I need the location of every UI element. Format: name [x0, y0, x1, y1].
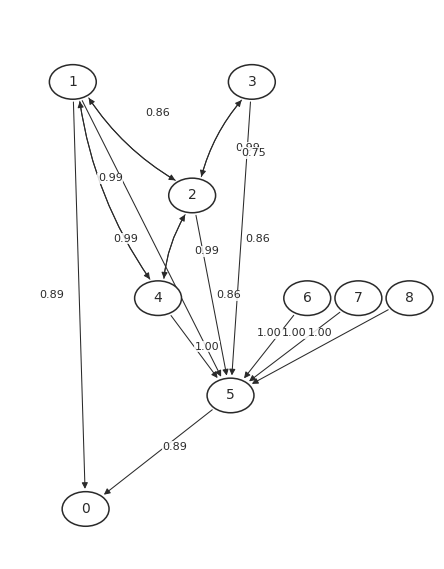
Text: 0.86: 0.86 [216, 290, 241, 300]
FancyArrowPatch shape [89, 98, 174, 180]
Text: 4: 4 [154, 291, 163, 305]
FancyArrowPatch shape [245, 315, 294, 377]
Ellipse shape [335, 281, 382, 315]
Text: 0.99: 0.99 [194, 246, 219, 257]
Text: 0.89: 0.89 [39, 290, 64, 300]
Text: 0.99: 0.99 [98, 174, 123, 183]
Ellipse shape [386, 281, 433, 315]
Text: 0.99: 0.99 [235, 143, 260, 152]
Text: 1.00: 1.00 [257, 328, 281, 339]
Text: 1: 1 [68, 75, 77, 89]
Text: 1.00: 1.00 [195, 342, 219, 352]
FancyArrowPatch shape [105, 410, 212, 494]
Text: 2: 2 [188, 188, 197, 203]
Ellipse shape [135, 281, 182, 315]
FancyArrowPatch shape [89, 99, 175, 180]
Ellipse shape [169, 178, 216, 213]
FancyArrowPatch shape [162, 215, 185, 278]
Text: 1.00: 1.00 [308, 328, 333, 339]
Text: 0: 0 [81, 502, 90, 516]
Text: 0.86: 0.86 [145, 108, 170, 118]
FancyArrowPatch shape [253, 310, 388, 384]
FancyArrowPatch shape [250, 312, 340, 381]
FancyArrowPatch shape [171, 316, 217, 377]
FancyArrowPatch shape [201, 100, 242, 175]
Text: 6: 6 [303, 291, 312, 305]
Text: 0.89: 0.89 [163, 442, 187, 452]
Text: 7: 7 [354, 291, 363, 305]
Text: 0.86: 0.86 [245, 234, 270, 244]
Text: 0.99: 0.99 [114, 234, 139, 244]
Ellipse shape [49, 65, 96, 99]
FancyArrowPatch shape [201, 101, 241, 176]
FancyArrowPatch shape [164, 216, 185, 279]
Text: 3: 3 [247, 75, 256, 89]
FancyArrowPatch shape [73, 102, 87, 488]
Text: 5: 5 [226, 389, 235, 402]
FancyArrowPatch shape [82, 101, 221, 376]
Ellipse shape [284, 281, 331, 315]
FancyArrowPatch shape [78, 102, 150, 279]
Text: 1.00: 1.00 [282, 328, 307, 339]
Text: 0.75: 0.75 [242, 148, 266, 158]
Ellipse shape [62, 492, 109, 526]
Ellipse shape [207, 378, 254, 413]
FancyArrowPatch shape [80, 101, 149, 278]
FancyArrowPatch shape [196, 215, 228, 374]
Ellipse shape [228, 65, 275, 99]
Text: 8: 8 [405, 291, 414, 305]
FancyArrowPatch shape [230, 102, 250, 374]
